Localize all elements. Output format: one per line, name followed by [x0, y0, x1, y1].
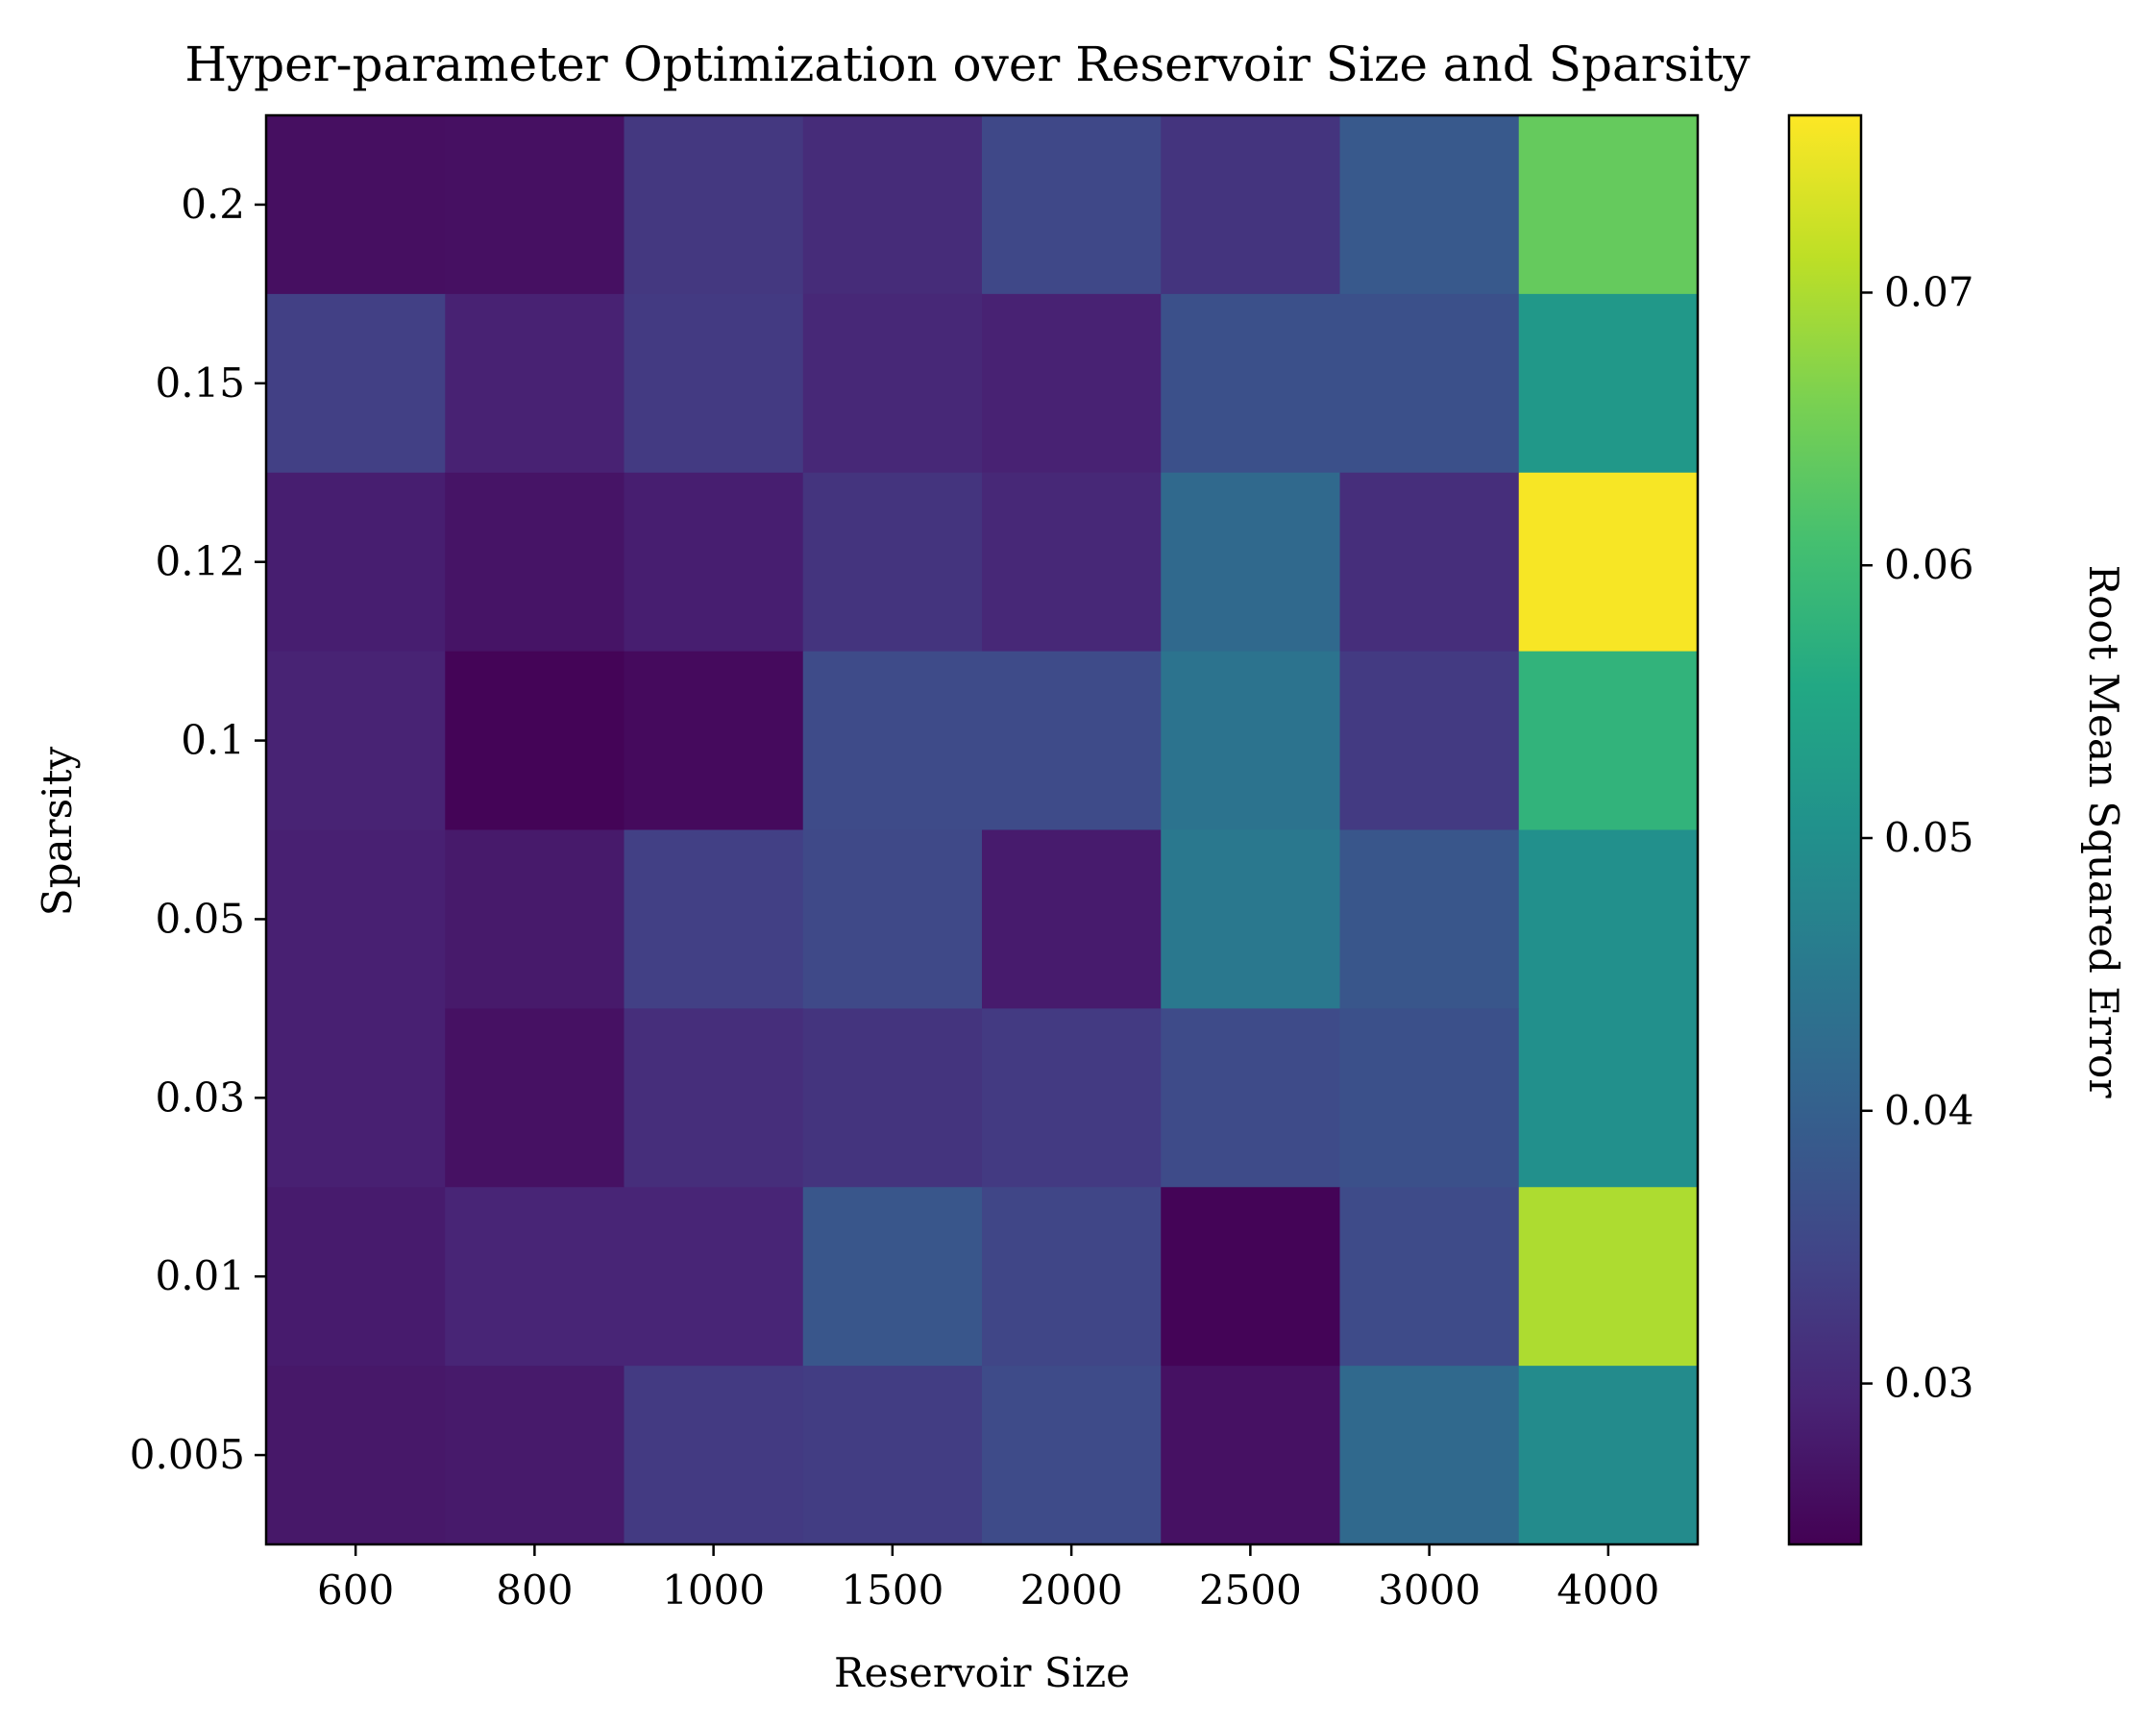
heatmap-cell: [445, 1187, 625, 1367]
heatmap-cell: [982, 651, 1162, 831]
heatmap-cell: [982, 293, 1162, 474]
colorbar-tick-label: 0.05: [1884, 814, 1974, 861]
heatmap-cell: [1161, 1366, 1341, 1545]
y-tick-label: 0.2: [181, 181, 245, 228]
heatmap-cell: [445, 1008, 625, 1188]
heatmap-cell: [1339, 1008, 1520, 1188]
heatmap-cell: [1161, 829, 1341, 1009]
colorbar-tick-label: 0.06: [1884, 541, 1974, 588]
x-axis-label: Reservoir Size: [834, 1649, 1130, 1696]
colorbar-tick-label: 0.04: [1884, 1087, 1974, 1134]
heatmap-cell: [802, 829, 983, 1009]
heatmap-cell: [266, 1187, 446, 1367]
heatmap-cell: [266, 1008, 446, 1188]
heatmap-cell: [1518, 1187, 1699, 1367]
heatmap-cell: [266, 651, 446, 831]
heatmap-cell: [1518, 1008, 1699, 1188]
y-tick-label: 0.1: [181, 717, 245, 764]
heatmap-cell: [802, 472, 983, 653]
heatmap-cell: [982, 1187, 1162, 1367]
chart-title: Hyper-parameter Optimization over Reserv…: [184, 37, 1751, 92]
heatmap-cell: [624, 1366, 804, 1545]
heatmap-cell: [802, 293, 983, 474]
y-tick-label: 0.01: [155, 1252, 245, 1299]
colorbar-tick-label: 0.07: [1884, 268, 1974, 315]
heatmap-cell: [624, 293, 804, 474]
heatmap-cell: [445, 829, 625, 1009]
heatmap-cell: [1518, 293, 1699, 474]
colorbar-ticks: 0.03 0.04 0.05 0.06 0.07: [1861, 268, 1974, 1407]
heatmap-cell: [1518, 472, 1699, 653]
heatmap-cell: [1518, 1366, 1699, 1545]
heatmap-cell: [1518, 115, 1699, 295]
x-tick-label: 1500: [841, 1567, 943, 1614]
heatmap-cell: [802, 115, 983, 295]
heatmap-cell: [1518, 651, 1699, 831]
y-axis-ticks: 0.2 0.15 0.12 0.1 0.05 0.03 0.01 0.005: [130, 181, 266, 1478]
x-tick-label: 600: [317, 1567, 394, 1614]
heatmap-cell: [982, 1008, 1162, 1188]
heatmap-cell: [1161, 472, 1341, 653]
heatmap-cell: [445, 472, 625, 653]
x-tick-label: 800: [496, 1567, 573, 1614]
heatmap-cell: [266, 115, 446, 295]
x-tick-label: 2500: [1199, 1567, 1302, 1614]
y-tick-label: 0.12: [155, 538, 245, 585]
colorbar: [1787, 113, 1863, 1546]
heatmap-cell: [802, 1008, 983, 1188]
heatmap-cell: [1161, 1008, 1341, 1188]
x-tick-label: 3000: [1378, 1567, 1481, 1614]
heatmap-cell: [1339, 472, 1520, 653]
heatmap-cell: [982, 1366, 1162, 1545]
x-tick-label: 4000: [1556, 1567, 1659, 1614]
heatmap-cell: [1339, 1187, 1520, 1367]
heatmap-cell: [1161, 651, 1341, 831]
heatmap-cell: [1518, 829, 1699, 1009]
heatmap-cell: [982, 472, 1162, 653]
x-tick-label: 1000: [662, 1567, 765, 1614]
heatmap-cell: [445, 1366, 625, 1545]
heatmap-cell: [1339, 1366, 1520, 1545]
colorbar-label: Root Mean Squared Error: [2080, 565, 2127, 1099]
heatmap-cell: [266, 293, 446, 474]
heatmap-cell: [1339, 115, 1520, 295]
heatmap-cell: [266, 472, 446, 653]
heatmap-cell: [445, 651, 625, 831]
heatmap-cell: [266, 829, 446, 1009]
heatmap-cell: [802, 1187, 983, 1367]
heatmap-cell: [982, 115, 1162, 295]
heatmap-cell: [624, 1008, 804, 1188]
heatmap-cell: [1339, 829, 1520, 1009]
heatmap-cell: [624, 829, 804, 1009]
plot-frame: [264, 113, 1700, 1546]
heatmap-cell: [445, 115, 625, 295]
y-tick-label: 0.15: [155, 359, 245, 407]
y-tick-label: 0.005: [130, 1431, 245, 1478]
heatmap-cell: [1161, 115, 1341, 295]
heatmap-cell: [1339, 293, 1520, 474]
heatmap-cell: [624, 1187, 804, 1367]
y-tick-label: 0.03: [155, 1073, 245, 1121]
heatmap-cell: [1161, 293, 1341, 474]
heatmap-cells: [266, 115, 1699, 1545]
heatmap-cell: [802, 651, 983, 831]
y-tick-label: 0.05: [155, 895, 245, 942]
heatmap-cell: [624, 651, 804, 831]
heatmap-cell: [624, 472, 804, 653]
heatmap-cell: [1161, 1187, 1341, 1367]
heatmap-cell: [266, 1366, 446, 1545]
heatmap-cell: [1339, 651, 1520, 831]
x-axis-ticks: 600 800 1000 1500 2000 2500 3000 4000: [317, 1544, 1659, 1614]
heatmap-cell: [802, 1366, 983, 1545]
colorbar-tick-label: 0.03: [1884, 1360, 1974, 1407]
x-tick-label: 2000: [1020, 1567, 1123, 1614]
heatmap-cell: [624, 115, 804, 295]
heatmap-cell: [982, 829, 1162, 1009]
y-axis-label: Sparsity: [34, 747, 81, 917]
heatmap-cell: [445, 293, 625, 474]
